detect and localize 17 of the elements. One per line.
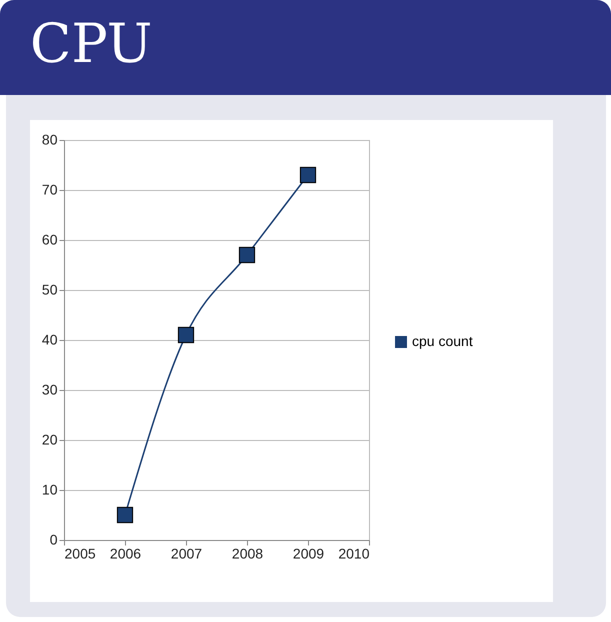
x-tick-label: 2007 <box>170 546 202 562</box>
y-tick-label: 60 <box>42 232 58 248</box>
x-tick-label: 2008 <box>232 546 264 562</box>
x-tick-label: 2009 <box>292 546 324 562</box>
y-tick-label: 0 <box>50 532 58 548</box>
x-tick-label: 2005 <box>64 546 96 562</box>
y-tick-label: 70 <box>42 182 58 198</box>
y-tick-label: 40 <box>42 332 58 348</box>
x-tick-label: 2006 <box>110 546 142 562</box>
y-tick-label: 20 <box>42 432 58 448</box>
x-tick-label: 2010 <box>338 546 370 562</box>
y-tick-label: 30 <box>42 382 58 398</box>
y-tick-label: 50 <box>42 282 58 298</box>
chart-title: CPU <box>30 12 152 75</box>
legend-label: cpu count <box>412 333 473 349</box>
y-tick-label: 10 <box>42 482 58 498</box>
y-tick-label: 80 <box>42 132 58 148</box>
